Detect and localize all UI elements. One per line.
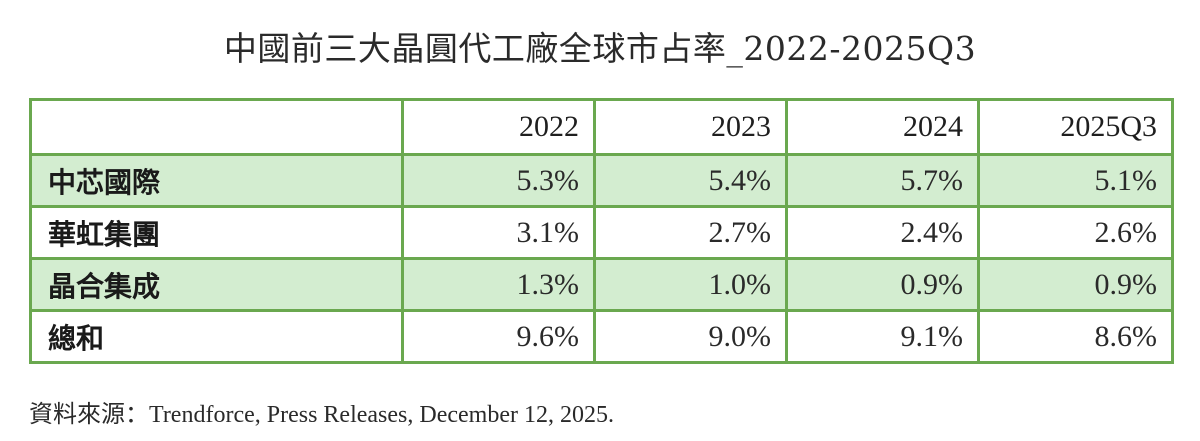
column-header-2022: 2022 [401, 98, 596, 156]
data-cell: 1.0% [593, 257, 788, 312]
column-header-2023: 2023 [593, 98, 788, 156]
data-cell: 0.9% [785, 257, 980, 312]
data-cell: 1.3% [401, 257, 596, 312]
data-cell: 3.1% [401, 205, 596, 260]
row-label: 華虹集團 [29, 205, 404, 260]
data-cell: 5.7% [785, 153, 980, 208]
data-cell: 9.1% [785, 309, 980, 364]
table-row-total: 總和 9.6% 9.0% 9.1% 8.6% [29, 309, 1174, 364]
data-cell: 2.4% [785, 205, 980, 260]
market-share-table: 2022 2023 2024 2025Q3 中芯國際 5.3% 5.4% 5.7… [29, 98, 1174, 364]
data-cell: 9.0% [593, 309, 788, 364]
column-header-2025q3: 2025Q3 [977, 98, 1174, 156]
data-cell: 8.6% [977, 309, 1174, 364]
table-header-row: 2022 2023 2024 2025Q3 [29, 98, 1174, 156]
row-label: 總和 [29, 309, 404, 364]
data-cell: 0.9% [977, 257, 1174, 312]
data-cell: 2.7% [593, 205, 788, 260]
row-label: 晶合集成 [29, 257, 404, 312]
data-cell: 9.6% [401, 309, 596, 364]
data-cell: 5.3% [401, 153, 596, 208]
table-row: 晶合集成 1.3% 1.0% 0.9% 0.9% [29, 257, 1174, 312]
data-cell: 2.6% [977, 205, 1174, 260]
chart-title: 中國前三大晶圓代工廠全球市占率_2022-2025Q3 [223, 29, 977, 68]
row-label: 中芯國際 [29, 153, 404, 208]
source-note: 資料來源：Trendforce, Press Releases, Decembe… [29, 402, 614, 428]
column-header-2024: 2024 [785, 98, 980, 156]
data-cell: 5.1% [977, 153, 1174, 208]
data-cell: 5.4% [593, 153, 788, 208]
header-corner [29, 98, 404, 156]
table-row: 華虹集團 3.1% 2.7% 2.4% 2.6% [29, 205, 1174, 260]
table-row: 中芯國際 5.3% 5.4% 5.7% 5.1% [29, 153, 1174, 208]
